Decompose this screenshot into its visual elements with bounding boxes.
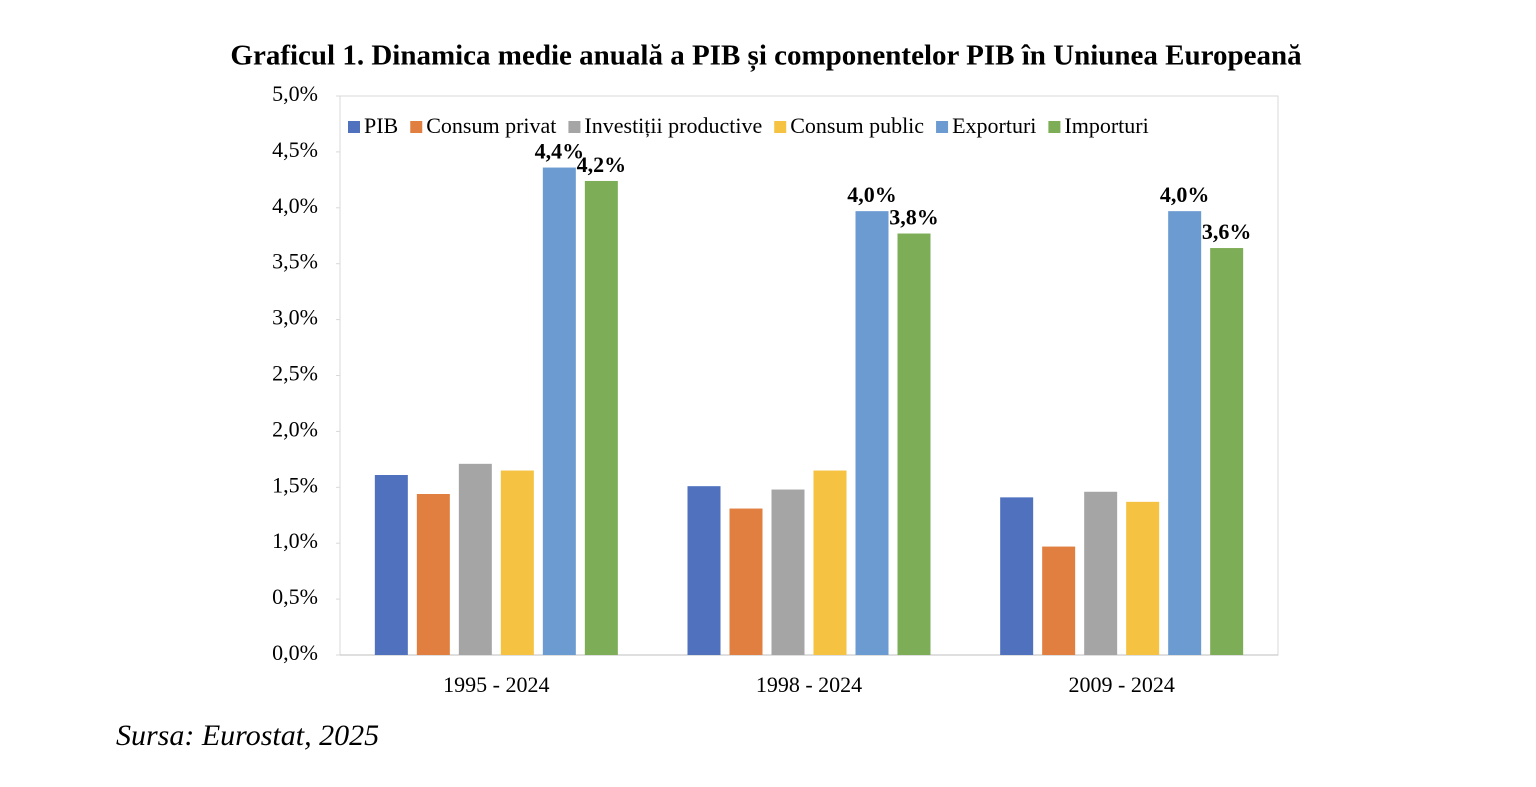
bar [1000, 497, 1034, 655]
chart-title: Graficul 1. Dinamica medie anuală a PIB … [230, 40, 1302, 73]
y-tick-label: 2,5% [272, 361, 318, 386]
data-label: 3,8% [889, 205, 939, 230]
data-label: 4,0% [847, 182, 897, 207]
bar [458, 463, 492, 655]
y-tick-label: 4,0% [272, 193, 318, 218]
x-tick-label: 2009 - 2024 [1069, 672, 1175, 697]
y-tick-label: 4,5% [272, 137, 318, 162]
y-tick-label: 1,5% [272, 472, 318, 497]
bar [855, 211, 889, 656]
x-tick-label: 1998 - 2024 [756, 672, 862, 697]
data-label: 4,2% [577, 152, 627, 177]
data-label: 4,0% [1160, 182, 1210, 207]
bar [1042, 546, 1076, 655]
data-label: 4,4% [535, 139, 585, 164]
data-label: 3,6% [1202, 219, 1252, 244]
legend-label: Consum privat [426, 113, 556, 138]
bar [813, 470, 847, 655]
legend-swatch [936, 121, 949, 133]
bar [729, 508, 763, 655]
bar [1210, 248, 1244, 655]
y-tick-label: 3,0% [272, 305, 318, 330]
y-tick-label: 0,0% [272, 640, 318, 665]
legend-swatch [410, 121, 423, 133]
bar [374, 475, 408, 655]
legend-label: Consum public [790, 113, 924, 138]
bar [416, 494, 450, 655]
y-tick-label: 2,0% [272, 416, 318, 441]
legend-label: Exporturi [952, 113, 1036, 138]
bar [897, 233, 931, 655]
legend-swatch [348, 121, 360, 133]
legend-swatch [774, 121, 787, 133]
source-note: Sursa: Eurostat, 2025 [116, 719, 379, 752]
legend-label: Investiții productive [584, 113, 762, 138]
bar [542, 167, 576, 655]
bar [584, 180, 618, 655]
y-tick-label: 3,5% [272, 249, 318, 274]
bar [500, 470, 534, 655]
bar [1168, 211, 1202, 656]
legend-label: Importuri [1064, 113, 1148, 138]
y-tick-label: 5,0% [272, 81, 318, 106]
y-tick-label: 0,5% [272, 584, 318, 609]
legend-swatch [1048, 121, 1061, 133]
bar [771, 489, 805, 655]
legend-swatch [568, 121, 581, 133]
bar [687, 486, 721, 655]
legend-label: PIB [364, 113, 398, 138]
bar [1126, 501, 1160, 655]
bar [1084, 491, 1118, 655]
y-tick-label: 1,0% [272, 528, 318, 553]
x-tick-label: 1995 - 2024 [443, 672, 549, 697]
